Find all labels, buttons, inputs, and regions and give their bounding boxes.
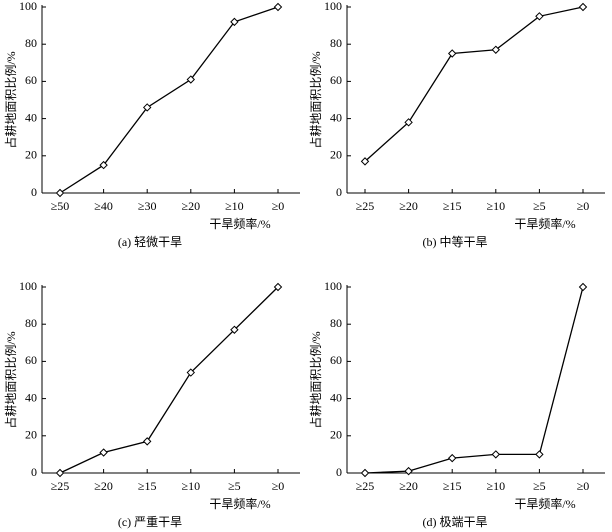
data-line (59, 286, 279, 474)
data-point (404, 466, 413, 476)
y-tick-label: 80 (25, 36, 37, 50)
x-axis-label: 干旱频率/% (514, 496, 575, 511)
x-tick-label: ≥20 (94, 479, 113, 493)
data-point (273, 2, 283, 12)
y-tick-label: 100 (324, 279, 342, 293)
y-tick-label: 0 (336, 465, 342, 479)
data-point (142, 103, 152, 112)
data-point (578, 2, 588, 12)
x-tick-label: ≥25 (51, 479, 70, 493)
data-point (55, 188, 65, 198)
y-tick-label: 20 (25, 428, 37, 442)
data-point (55, 468, 65, 478)
data-point (186, 368, 196, 377)
caption: (b) 中等干旱 (423, 234, 488, 249)
data-line (364, 6, 584, 162)
x-tick-label: ≥25 (356, 479, 375, 493)
x-tick-label: ≥0 (272, 479, 285, 493)
x-tick-label: ≥50 (51, 199, 70, 213)
x-axis-label: 干旱频率/% (209, 496, 270, 511)
data-point (360, 468, 370, 478)
y-tick-label: 40 (330, 110, 342, 124)
y-tick-label: 80 (330, 316, 342, 330)
x-tick-label: ≥10 (182, 479, 201, 493)
x-axis-label: 干旱频率/% (514, 216, 575, 231)
x-tick-label: ≥0 (577, 479, 590, 493)
data-point (404, 118, 413, 127)
y-tick-label: 100 (19, 279, 37, 293)
caption: (c) 严重干旱 (118, 515, 182, 529)
y-tick-label: 0 (31, 185, 37, 199)
y-tick-label: 80 (25, 316, 37, 330)
x-tick-label: ≥20 (399, 479, 418, 493)
data-point (491, 45, 501, 54)
y-axis-label: 占耕地面积比例/% (308, 51, 323, 148)
data-line (59, 6, 279, 194)
y-tick-label: 60 (330, 353, 342, 367)
caption: (a) 轻微干旱 (118, 235, 182, 249)
x-axis-label: 干旱频率/% (209, 216, 270, 231)
x-tick-label: ≥15 (138, 479, 157, 493)
y-tick-label: 0 (336, 185, 342, 199)
data-point (99, 448, 108, 457)
data-point (491, 450, 501, 459)
y-tick-label: 60 (25, 73, 37, 87)
x-tick-label: ≥5 (228, 479, 241, 493)
y-tick-label: 0 (31, 465, 37, 479)
y-tick-label: 40 (25, 110, 37, 124)
data-point (230, 325, 239, 334)
x-tick-label: ≥20 (399, 199, 418, 213)
y-tick-label: 100 (324, 0, 342, 13)
x-tick-label: ≥20 (182, 199, 201, 213)
data-point (273, 282, 283, 292)
x-tick-label: ≥25 (356, 199, 375, 213)
y-tick-label: 40 (330, 390, 342, 404)
data-point (142, 437, 152, 446)
data-point (99, 160, 108, 170)
y-tick-label: 60 (25, 353, 37, 367)
x-tick-label: ≥10 (487, 199, 506, 213)
y-axis-label: 占耕地面积比例/% (3, 51, 18, 148)
data-point (230, 17, 239, 27)
x-tick-label: ≥10 (225, 199, 244, 213)
caption: (d) 极端干旱 (423, 515, 488, 529)
x-tick-label: ≥10 (487, 479, 506, 493)
data-point (186, 75, 196, 84)
y-axis-label: 占耕地面积比例/% (308, 331, 323, 428)
data-point (360, 157, 370, 166)
x-tick-label: ≥5 (533, 479, 546, 493)
y-tick-label: 20 (25, 148, 37, 162)
x-tick-label: ≥5 (533, 199, 546, 213)
y-tick-label: 80 (330, 36, 342, 50)
data-point (535, 12, 544, 21)
x-tick-label: ≥0 (272, 199, 285, 213)
x-tick-label: ≥15 (443, 199, 462, 213)
data-point (447, 49, 457, 58)
data-point (447, 453, 457, 463)
data-point (578, 282, 588, 292)
y-tick-label: 20 (330, 148, 342, 162)
data-line (364, 286, 584, 474)
y-tick-label: 20 (330, 428, 342, 442)
y-axis-label: 占耕地面积比例/% (3, 331, 18, 428)
x-tick-label: ≥40 (94, 199, 113, 213)
data-point (535, 450, 544, 459)
y-tick-label: 100 (19, 0, 37, 13)
x-tick-label: ≥30 (138, 199, 157, 213)
y-tick-label: 40 (25, 390, 37, 404)
x-tick-label: ≥0 (577, 199, 590, 213)
x-tick-label: ≥15 (443, 479, 462, 493)
y-tick-label: 60 (330, 73, 342, 87)
